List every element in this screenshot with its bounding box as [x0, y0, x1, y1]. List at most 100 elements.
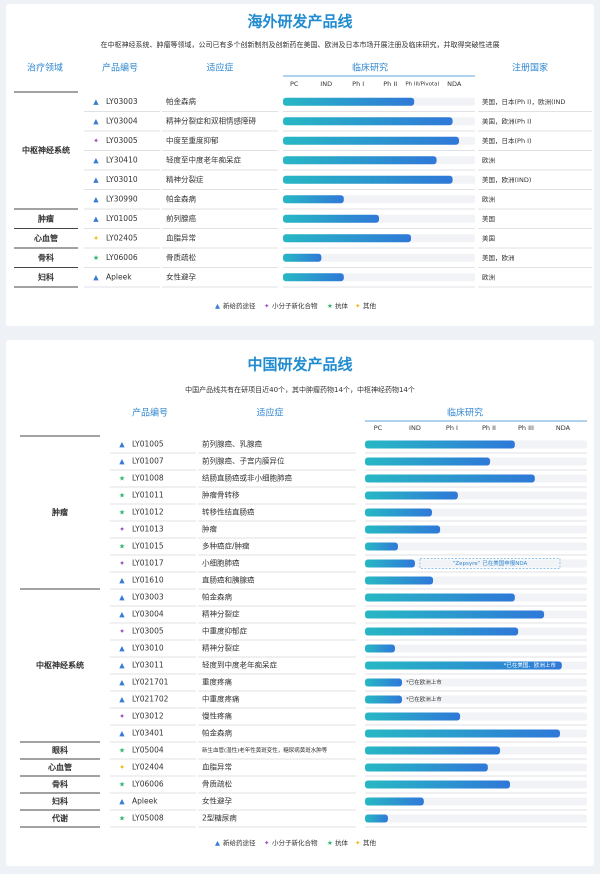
product-code: LY30990	[106, 194, 138, 203]
legend-label: 抗体	[335, 301, 349, 310]
stage-label: Ph I	[446, 424, 458, 432]
product-code: LY03003	[106, 97, 138, 106]
indication: 中重度疼痛	[202, 694, 240, 704]
country: 美国，日本(Ph I)，欧洲(IND	[482, 97, 565, 106]
type-icon: ✦	[119, 560, 125, 568]
column-header: 临床研究	[352, 62, 388, 74]
area-name: 肿瘤	[38, 213, 54, 223]
type-icon: ▲	[119, 662, 125, 670]
stage-label: PC	[374, 424, 383, 432]
type-icon: ✦	[119, 526, 125, 534]
column-header: 适应症	[206, 62, 233, 74]
progress-bar	[365, 746, 501, 755]
type-icon: ▲	[119, 458, 125, 466]
type-icon: ★	[119, 475, 125, 483]
country: 美国，欧洲(IND)	[482, 175, 531, 184]
product-code: LY01005	[106, 214, 138, 223]
progress-bar	[365, 712, 461, 721]
product-code: LY05008	[132, 814, 164, 823]
product-code: LY021702	[132, 695, 169, 704]
area-name: 妇科	[51, 796, 68, 806]
product-code: LY021701	[132, 678, 169, 687]
type-icon: ★	[119, 509, 125, 517]
type-icon: ▲	[93, 273, 99, 281]
progress-bar	[365, 576, 434, 585]
panel	[6, 4, 594, 326]
legend-label: 其他	[363, 838, 377, 847]
product-code: LY01017	[132, 559, 164, 568]
type-icon: ▲	[119, 696, 125, 704]
product-code: LY01012	[132, 508, 164, 517]
stage-label: NDA	[556, 424, 571, 432]
indication: 直肠癌和胰腺癌	[202, 575, 255, 585]
product-code: LY01011	[132, 491, 164, 500]
note: “Zepsyre” 已在美国申报NDA	[453, 559, 528, 567]
indication: 重度疼痛	[202, 677, 232, 687]
indication: 结肠直肠癌或非小细胞肺癌	[202, 473, 292, 483]
legend-icon: ▲	[215, 839, 220, 847]
product-code: Apleek	[132, 797, 158, 806]
product-code: LY01610	[132, 576, 164, 585]
stage-label: NDA	[447, 80, 462, 88]
product-code: LY01013	[132, 525, 164, 534]
indication: 慢性疼痛	[202, 711, 232, 721]
progress-bar	[365, 474, 535, 483]
progress-bar	[283, 175, 453, 184]
indication: 多种癌症/肿瘤	[202, 541, 250, 551]
track	[365, 678, 587, 687]
indication: 精神分裂症	[202, 609, 240, 619]
legend-label: 小分子新化合物	[272, 838, 318, 847]
area-name: 心血管	[48, 762, 72, 772]
legend-label: 其他	[363, 301, 377, 310]
legend-label: 新给药途径	[223, 838, 256, 847]
area-name: 骨科	[52, 779, 68, 789]
type-icon: ▲	[119, 798, 125, 806]
indication: 帕金森病	[166, 193, 196, 203]
country: 欧洲	[482, 155, 495, 164]
area-name: 中枢神经系统	[22, 145, 70, 155]
progress-bar	[365, 678, 402, 687]
type-icon: ▲	[93, 215, 99, 223]
product-code: LY02405	[106, 233, 138, 242]
product-code: LY06006	[106, 253, 138, 262]
column-header: 临床研究	[447, 407, 483, 419]
column-header: 产品编号	[102, 62, 138, 74]
column-header: 适应症	[256, 407, 283, 419]
type-icon: ▲	[119, 645, 125, 653]
legend-label: 小分子新化合物	[272, 301, 318, 310]
product-code: LY01015	[132, 542, 164, 551]
type-icon: ▲	[93, 176, 99, 184]
product-code: LY30410	[106, 155, 138, 164]
progress-bar	[365, 491, 458, 500]
product-code: Apleek	[106, 272, 132, 281]
progress-bar	[365, 729, 560, 738]
type-icon: ▲	[119, 441, 125, 449]
stage-label: Ph I	[352, 80, 364, 88]
legend-label: 新给药途径	[223, 301, 256, 310]
legend-icon: ▲	[215, 302, 220, 310]
indication: 精神分裂症	[166, 174, 204, 184]
progress-bar	[365, 559, 415, 568]
type-icon: ✦	[93, 234, 99, 242]
indication: 前列腺癌、乳腺癌	[202, 439, 262, 449]
product-code: LY03011	[132, 661, 164, 670]
indication: 骨质疏松	[166, 252, 196, 262]
legend-label: 抗体	[335, 838, 349, 847]
type-icon: ✦	[119, 713, 125, 721]
track	[365, 695, 587, 704]
stage-label: Ph III/Pivotal	[405, 82, 439, 88]
note: *已在欧洲上市	[406, 695, 442, 703]
product-code: LY01008	[132, 474, 164, 483]
country: 美国，欧洲(Ph I)	[482, 116, 532, 125]
type-icon: ▲	[93, 156, 99, 164]
indication: 新生血管(湿性)老年性黄斑变性，糖尿病黄斑水肿等	[202, 746, 328, 754]
product-code: LY03401	[132, 729, 164, 738]
type-icon: ▲	[119, 730, 125, 738]
country: 美国	[482, 233, 495, 242]
progress-bar	[365, 542, 398, 551]
country: 美国，欧洲	[482, 253, 515, 262]
progress-bar	[365, 797, 424, 806]
product-code: LY05004	[132, 746, 164, 755]
progress-bar	[365, 644, 395, 653]
type-icon: ▲	[119, 679, 125, 687]
